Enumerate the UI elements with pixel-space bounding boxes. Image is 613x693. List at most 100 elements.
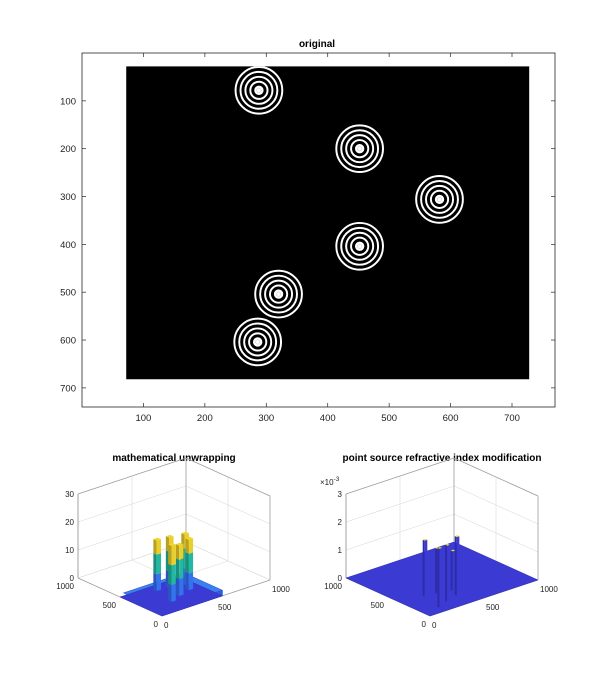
peak-front xyxy=(156,539,162,555)
peak-front xyxy=(179,558,184,580)
y-tick-label: 200 xyxy=(60,144,76,155)
peak-side xyxy=(454,536,457,596)
box-edge xyxy=(77,457,187,495)
z-tick-label: 20 xyxy=(65,518,74,527)
peak-front xyxy=(179,577,184,597)
peak-front xyxy=(171,544,176,566)
peak-front xyxy=(447,544,450,602)
y-tick-label: 500 xyxy=(371,601,385,610)
fringe-ring xyxy=(254,269,303,319)
y-tick-label: 0 xyxy=(154,620,159,629)
peak-side xyxy=(175,544,180,560)
refractive-index-surface-panel: point source refractive index modificati… xyxy=(320,453,558,630)
unwrapping-title: mathematical unwrapping xyxy=(112,453,235,464)
peak-front xyxy=(156,572,162,592)
fringe-ring xyxy=(264,279,294,309)
fringe-pattern xyxy=(335,221,384,271)
peak-top xyxy=(437,546,443,549)
peak-side xyxy=(153,553,157,575)
peak-top xyxy=(185,536,194,540)
fringe-pattern xyxy=(415,175,464,224)
y-tick-label: 0 xyxy=(422,620,427,629)
x-tick-label: 1000 xyxy=(540,585,558,594)
peak-side xyxy=(153,539,157,555)
y-tick-label: 400 xyxy=(60,240,76,251)
fringe-ring xyxy=(425,184,455,214)
x-tick-label: 200 xyxy=(197,413,213,424)
fringe-ring xyxy=(429,189,450,209)
fringe-ring xyxy=(350,139,370,159)
fringe-core xyxy=(437,196,442,202)
fringe-ring xyxy=(415,175,464,224)
fringe-ring xyxy=(420,179,459,219)
x-tick-label: 100 xyxy=(135,413,151,424)
peak-front xyxy=(439,547,443,608)
peak-front xyxy=(188,538,194,554)
fringe-ring xyxy=(239,70,279,110)
unwrapping-surface-panel: mathematical unwrapping 0102030050010000… xyxy=(56,453,290,630)
fringe-ring xyxy=(233,317,283,367)
peak-top xyxy=(454,535,460,538)
peak-front xyxy=(171,583,176,602)
y-tick-label: 1000 xyxy=(56,582,74,591)
surface-peak xyxy=(445,543,450,602)
unwrapping-surface xyxy=(119,531,224,617)
fringe-ring xyxy=(244,75,274,105)
peak-top xyxy=(450,549,456,552)
fringe-core xyxy=(276,291,282,297)
fringe-ring xyxy=(345,231,375,261)
z-tick-label: 2 xyxy=(338,518,343,527)
x-tick-label: 1000 xyxy=(272,585,290,594)
y-tick-label: 300 xyxy=(60,192,76,203)
peak-top xyxy=(175,542,184,546)
peak-top xyxy=(422,538,428,541)
peak-top xyxy=(165,534,174,538)
fringe-patterns xyxy=(233,66,464,367)
fringe-pattern xyxy=(335,124,384,174)
fringe-ring xyxy=(249,80,269,100)
peak-side xyxy=(422,539,425,597)
peak-front xyxy=(188,552,194,574)
surface-peak xyxy=(185,536,194,591)
refractive-index-title: point source refractive index modificati… xyxy=(343,453,542,464)
peak-front xyxy=(188,572,194,591)
original-image-field xyxy=(126,66,530,380)
fringe-ring xyxy=(234,66,284,115)
fringe-ring xyxy=(259,274,298,314)
fringe-ring xyxy=(243,327,273,357)
peak-side xyxy=(435,548,438,594)
y-tick-label: 700 xyxy=(60,383,76,394)
peak-side xyxy=(175,577,180,597)
peak-side xyxy=(445,544,448,602)
y-tick-label: 1000 xyxy=(324,582,342,591)
x-tick-label: 400 xyxy=(320,413,336,424)
peak-top xyxy=(445,543,450,546)
fringe-pattern xyxy=(233,317,283,367)
z-tick-label: 3 xyxy=(338,490,343,499)
x-tick-label: 0 xyxy=(164,621,169,630)
fringe-core xyxy=(357,146,363,152)
surface-peak xyxy=(168,543,176,602)
fringe-core xyxy=(357,243,363,249)
peak-front xyxy=(424,539,428,597)
x-tick-label: 500 xyxy=(486,603,500,612)
y-tick-label: 500 xyxy=(60,288,76,299)
fringe-ring xyxy=(248,332,268,352)
z-tick-label: 30 xyxy=(65,490,74,499)
surface-peak xyxy=(437,546,443,608)
y-tick-label: 500 xyxy=(103,601,117,610)
peak-side xyxy=(437,547,440,608)
fringe-ring xyxy=(335,221,384,271)
fringe-ring xyxy=(268,284,289,304)
x-tick-label: 300 xyxy=(258,413,274,424)
peak-side xyxy=(168,544,172,566)
peak-top xyxy=(168,543,176,546)
peak-side xyxy=(168,564,172,586)
fringe-ring xyxy=(340,226,380,266)
peak-front xyxy=(179,544,184,560)
y-tick-label: 600 xyxy=(60,336,76,347)
z-tick-label: 1 xyxy=(338,546,343,555)
x-tick-label: 700 xyxy=(504,413,520,424)
peak-side xyxy=(450,550,453,591)
fringe-pattern xyxy=(254,269,303,319)
